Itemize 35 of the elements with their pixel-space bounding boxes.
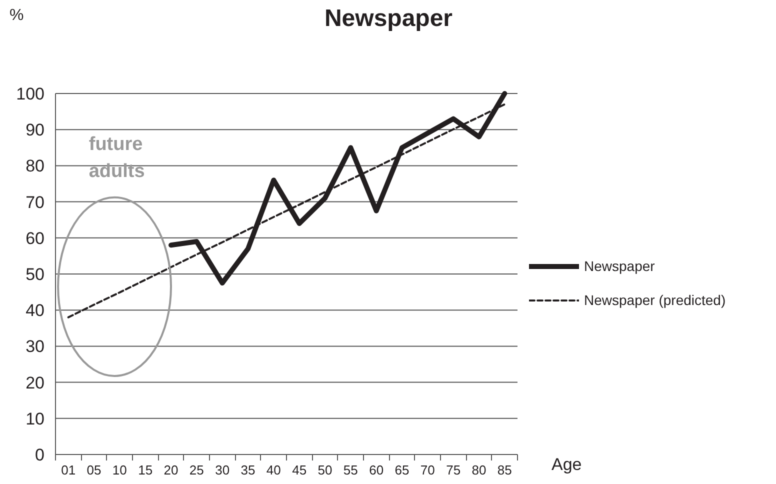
x-tick-label: 30 [215, 462, 230, 478]
x-tick-label: 10 [112, 462, 127, 478]
x-tick-label: 15 [138, 462, 153, 478]
legend-label: Newspaper [584, 258, 655, 274]
legend-label: Newspaper (predicted) [584, 292, 726, 308]
y-tick-label: 90 [26, 120, 45, 140]
y-tick-label: 50 [26, 265, 45, 284]
y-tick-label: 10 [26, 409, 45, 428]
x-tick-label: 25 [189, 462, 204, 478]
x-tick-label: 20 [164, 462, 178, 478]
x-tick-label: 70 [420, 462, 435, 478]
x-tick-label: 50 [318, 462, 332, 478]
x-tick-label: 75 [446, 462, 461, 478]
y-tick-label: 30 [26, 337, 45, 356]
y-tick-label: 40 [26, 301, 45, 320]
y-axis-title: % [10, 7, 24, 24]
x-tick-label: 55 [343, 462, 358, 478]
x-tick-label: 65 [394, 462, 410, 478]
x-tick-label: 80 [472, 462, 486, 478]
x-tick-label: 05 [86, 462, 102, 478]
y-tick-label: 60 [26, 228, 45, 248]
annotation: future adults [88, 134, 145, 182]
x-tick-label: 45 [292, 462, 307, 478]
y-tick-label: 70 [26, 192, 45, 212]
chart-title: Newspaper [324, 5, 453, 32]
x-tick-label: 35 [240, 462, 256, 478]
y-tick-label: 100 [16, 84, 45, 104]
y-tick-label: 20 [26, 373, 45, 392]
x-tick-label: 40 [266, 462, 281, 478]
y-tick-label: 0 [35, 446, 45, 464]
x-tick-label: 60 [369, 462, 384, 478]
x-axis-title: Age [552, 455, 582, 474]
y-tick-label: 80 [26, 156, 45, 176]
x-tick-label: 01 [61, 462, 76, 478]
x-tick-label: 85 [497, 462, 512, 478]
